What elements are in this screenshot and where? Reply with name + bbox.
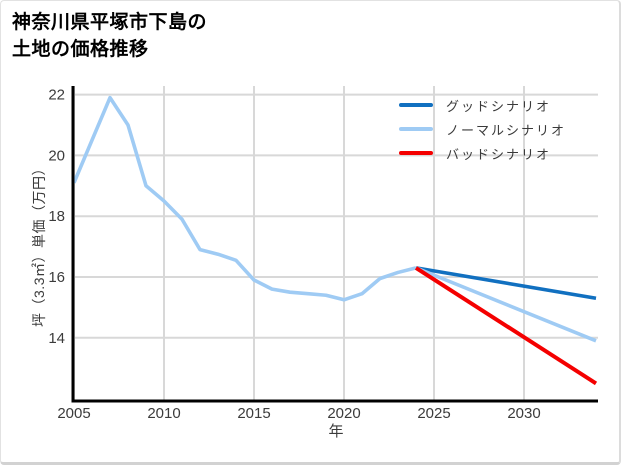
good-line [415, 266, 597, 301]
y-tick-label: 20 [48, 147, 65, 164]
bad-scenario-label: バッドシナリオ [446, 146, 552, 162]
legend-item-bad-scenario: バッドシナリオ [399, 141, 566, 165]
x-tick-label: 2005 [57, 405, 90, 422]
y-tick-label: 14 [48, 330, 65, 347]
legend-item-good-scenario: グッドシナリオ [399, 93, 566, 117]
legend-item-normal-scenario: ノーマルシナリオ [399, 117, 566, 141]
x-tick-label: 2025 [417, 405, 450, 422]
x-tick-label: 2010 [147, 405, 180, 422]
x-tick-label: 2015 [237, 405, 270, 422]
x-tick-label: 2020 [327, 405, 360, 422]
y-tick-label: 18 [48, 208, 65, 225]
y-axis-label: 坪（3.3㎡）単価（万円） [31, 161, 47, 327]
x-tick-label: 2030 [507, 405, 540, 422]
good-scenario-line-swatch [399, 103, 433, 107]
history-line [72, 95, 417, 302]
chart-legend: グッドシナリオ ノーマルシナリオ バッドシナリオ [399, 93, 566, 165]
normal-line [415, 266, 597, 343]
bad-line [414, 266, 598, 386]
bad-scenario-line-swatch [399, 151, 433, 155]
chart-title-line2: 土地の価格推移 [12, 39, 149, 60]
x-axis-label: 年 [328, 423, 344, 440]
chart-title: 神奈川県平塚市下島の 土地の価格推移 [12, 9, 207, 63]
normal-scenario-label: ノーマルシナリオ [446, 122, 567, 138]
good-scenario-label: グッドシナリオ [446, 98, 552, 114]
chart-title-line1: 神奈川県平塚市下島の [12, 12, 208, 33]
y-tick-label: 22 [48, 87, 65, 104]
normal-scenario-line-swatch [399, 127, 433, 131]
y-tick-label: 16 [48, 269, 65, 286]
